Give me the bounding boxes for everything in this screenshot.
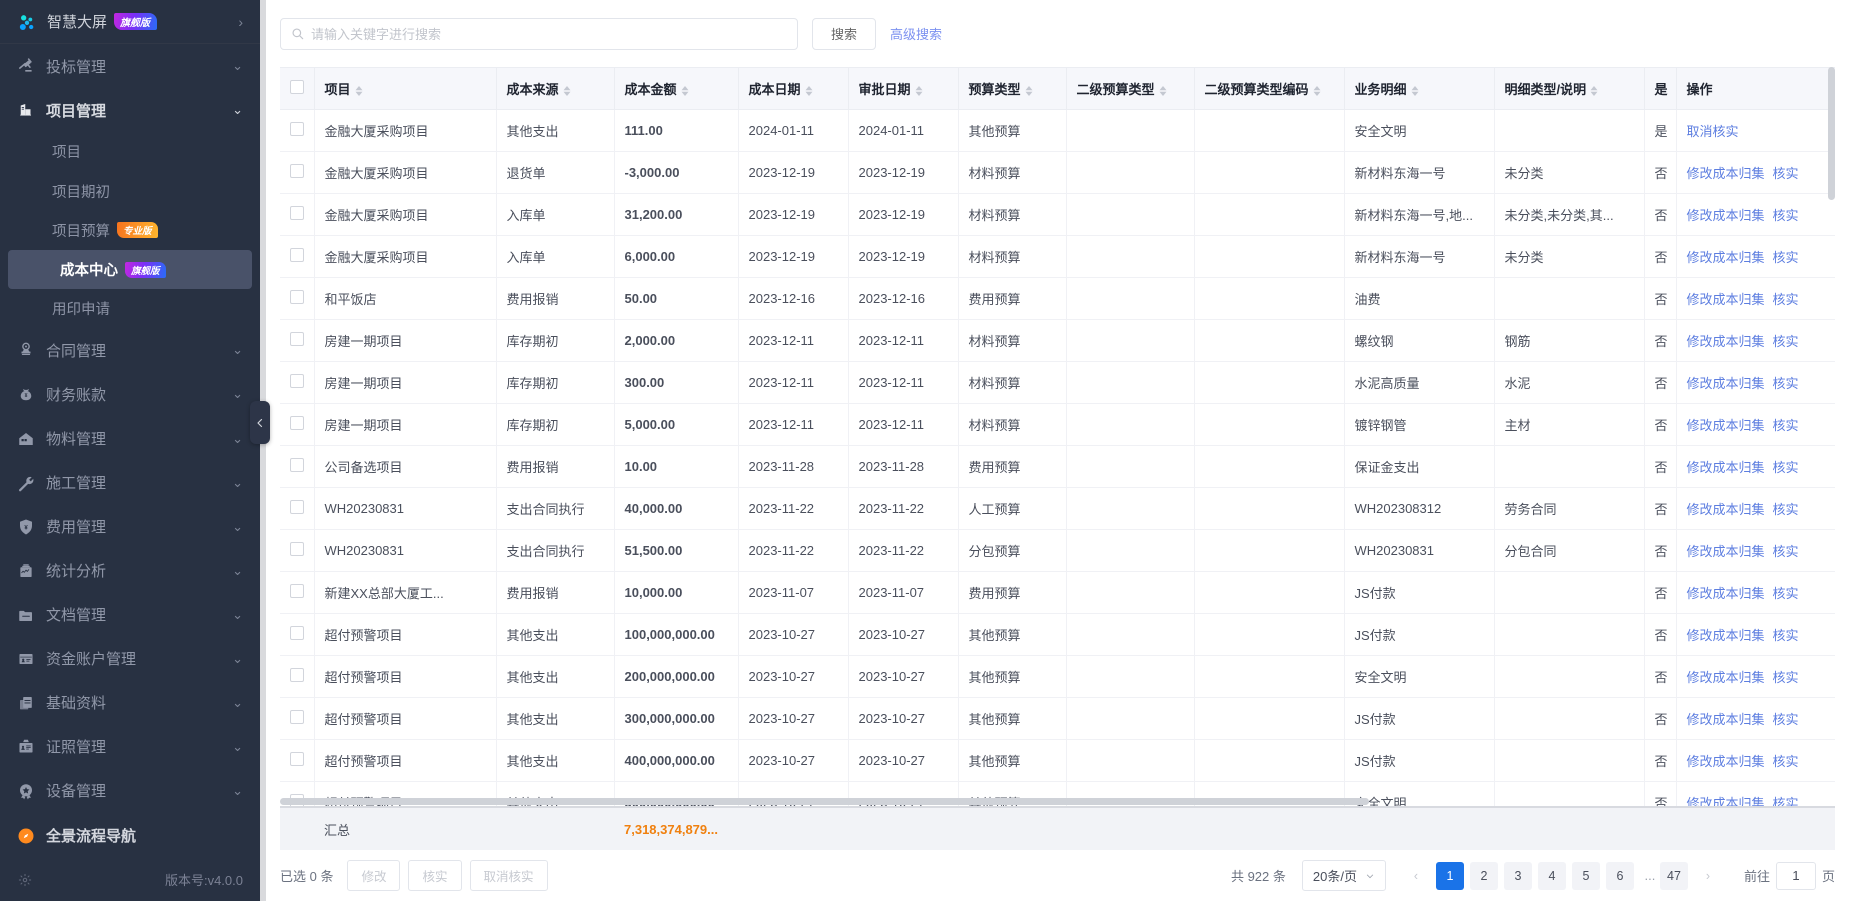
svg-text:¥: ¥ [25, 394, 28, 400]
